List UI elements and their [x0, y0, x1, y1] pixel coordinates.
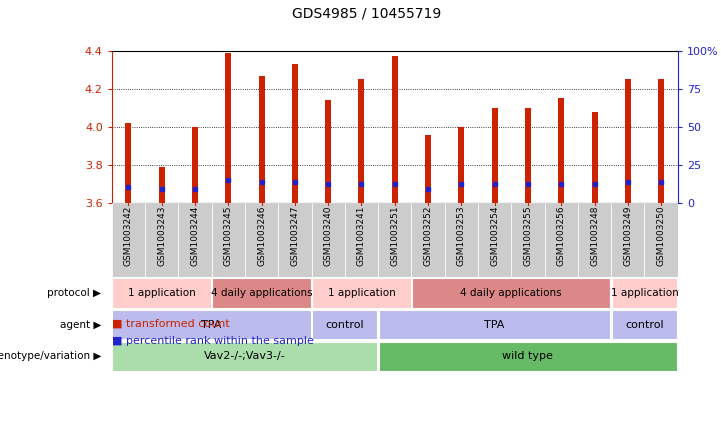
Bar: [412, 278, 611, 308]
Text: genotype/variation ▶: genotype/variation ▶: [0, 352, 101, 361]
Text: GSM1003241: GSM1003241: [357, 205, 366, 266]
Text: GSM1003245: GSM1003245: [224, 205, 233, 266]
Bar: [178, 203, 212, 277]
Bar: [379, 310, 611, 339]
Bar: [392, 57, 398, 203]
Text: 1 application: 1 application: [611, 288, 678, 298]
Text: 4 daily applications: 4 daily applications: [461, 288, 562, 298]
Text: GSM1003253: GSM1003253: [457, 205, 466, 266]
Bar: [558, 99, 565, 203]
Bar: [112, 278, 211, 308]
Bar: [325, 100, 331, 203]
Bar: [625, 80, 631, 203]
Bar: [459, 127, 464, 203]
Text: GSM1003240: GSM1003240: [324, 205, 332, 266]
Text: GDS4985 / 10455719: GDS4985 / 10455719: [292, 6, 441, 20]
Bar: [345, 203, 378, 277]
Bar: [311, 203, 345, 277]
Bar: [611, 203, 645, 277]
Text: GSM1003254: GSM1003254: [490, 205, 499, 266]
Bar: [578, 203, 611, 277]
Text: GSM1003255: GSM1003255: [523, 205, 532, 266]
Text: GSM1003243: GSM1003243: [157, 205, 167, 266]
Text: GSM1003249: GSM1003249: [623, 205, 632, 266]
Bar: [225, 53, 231, 203]
Bar: [112, 310, 311, 339]
Text: control: control: [325, 320, 364, 330]
Bar: [112, 342, 377, 371]
Bar: [312, 310, 377, 339]
Bar: [425, 135, 431, 203]
Bar: [525, 108, 531, 203]
Bar: [544, 203, 578, 277]
Text: 1 application: 1 application: [128, 288, 195, 298]
Bar: [658, 80, 664, 203]
Text: 1 application: 1 application: [327, 288, 395, 298]
Text: 4 daily applications: 4 daily applications: [211, 288, 312, 298]
Bar: [645, 203, 678, 277]
Bar: [192, 127, 198, 203]
Text: TPA: TPA: [485, 320, 505, 330]
Bar: [125, 123, 131, 203]
Text: protocol ▶: protocol ▶: [47, 288, 101, 298]
Bar: [259, 76, 265, 203]
Text: GSM1003244: GSM1003244: [190, 205, 200, 266]
Text: TPA: TPA: [201, 320, 222, 330]
Text: GSM1003250: GSM1003250: [657, 205, 665, 266]
Bar: [278, 203, 311, 277]
Bar: [612, 278, 677, 308]
Text: wild type: wild type: [503, 352, 553, 361]
Text: Vav2-/-;Vav3-/-: Vav2-/-;Vav3-/-: [204, 352, 286, 361]
Text: GSM1003246: GSM1003246: [257, 205, 266, 266]
Bar: [292, 64, 298, 203]
Bar: [492, 108, 497, 203]
Bar: [511, 203, 544, 277]
Bar: [245, 203, 278, 277]
Bar: [145, 203, 178, 277]
Text: agent ▶: agent ▶: [60, 320, 101, 330]
Text: GSM1003252: GSM1003252: [423, 205, 433, 266]
Bar: [478, 203, 511, 277]
Bar: [159, 167, 164, 203]
Text: GSM1003256: GSM1003256: [557, 205, 566, 266]
Text: GSM1003251: GSM1003251: [390, 205, 399, 266]
Bar: [378, 203, 412, 277]
Text: GSM1003248: GSM1003248: [590, 205, 599, 266]
Text: control: control: [625, 320, 664, 330]
Text: ■ percentile rank within the sample: ■ percentile rank within the sample: [112, 335, 314, 346]
Text: ■ transformed count: ■ transformed count: [112, 319, 229, 329]
Bar: [591, 112, 598, 203]
Bar: [612, 310, 677, 339]
Bar: [312, 278, 411, 308]
Bar: [112, 203, 145, 277]
Text: GSM1003247: GSM1003247: [291, 205, 299, 266]
Bar: [412, 203, 445, 277]
Bar: [358, 80, 364, 203]
Bar: [445, 203, 478, 277]
Bar: [212, 203, 245, 277]
Bar: [379, 342, 677, 371]
Text: GSM1003242: GSM1003242: [124, 205, 133, 266]
Bar: [212, 278, 311, 308]
